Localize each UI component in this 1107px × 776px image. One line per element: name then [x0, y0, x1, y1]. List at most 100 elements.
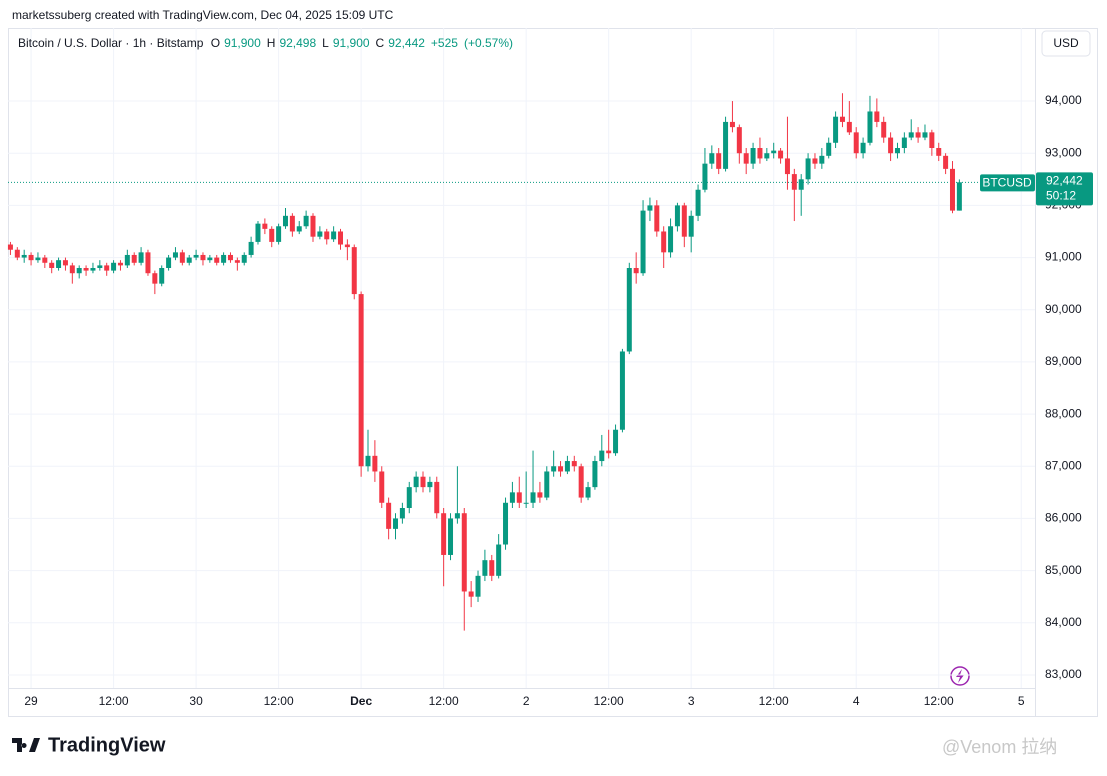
candle-body [922, 132, 928, 138]
candle-body [21, 254, 27, 258]
candle-body [791, 174, 797, 190]
candle-body [874, 111, 880, 122]
candle-body [454, 513, 460, 519]
x-tick-label: Dec [350, 694, 372, 708]
x-tick-label: 12:00 [99, 694, 129, 708]
candle-body [805, 158, 811, 180]
x-tick-label: 3 [688, 694, 695, 708]
candle-body [640, 210, 646, 274]
y-tick-label: 86,000 [1045, 511, 1082, 525]
price-tag-bg [1036, 172, 1093, 206]
candle-body [97, 265, 103, 268]
symbol-tag: BTCUSD [982, 176, 1032, 190]
candle-body [482, 560, 488, 576]
x-tick-label: 2 [523, 694, 530, 708]
candle-body [853, 132, 859, 154]
change-pct: (+0.57%) [463, 36, 513, 50]
candle-body [35, 257, 41, 261]
candle-body [943, 155, 949, 169]
candle-body [214, 257, 220, 263]
symbol: Bitcoin / U.S. Dollar · 1h · Bitstamp [18, 36, 204, 50]
candle-body [241, 254, 247, 263]
candle-body [296, 226, 302, 232]
candle-body [530, 492, 536, 503]
candle-body [668, 226, 674, 253]
candle-body [757, 148, 763, 159]
candle-body [544, 471, 550, 498]
candle-body [475, 575, 481, 597]
x-tick-label: 12:00 [924, 694, 954, 708]
y-tick-label: 83,000 [1045, 667, 1082, 681]
candle-body [248, 241, 254, 255]
candle-body [736, 127, 742, 154]
candle-body [83, 268, 89, 271]
candle-body [578, 466, 584, 498]
candle-body [262, 223, 268, 229]
candle-body [317, 231, 323, 237]
candle-body [936, 148, 942, 156]
candle-body [867, 111, 873, 143]
candle-body [812, 158, 818, 164]
ohlc-key: H [266, 36, 276, 50]
logo [12, 738, 40, 752]
ohlc-key: C [375, 36, 385, 50]
candle-body [729, 121, 735, 128]
candle-body [503, 502, 509, 545]
candle-body [351, 247, 357, 295]
currency-button[interactable] [1041, 30, 1091, 57]
candle-body [69, 265, 75, 274]
candle-body [344, 244, 350, 248]
x-tick-label: 12:00 [594, 694, 624, 708]
x-tick-label: 12:00 [759, 694, 789, 708]
ohlc-key: O [210, 36, 221, 50]
lightning-icon[interactable] [950, 666, 970, 686]
candle-body [289, 215, 295, 232]
candle-body [908, 132, 914, 138]
watermark: @Venom 拉纳 [942, 737, 1057, 757]
ohlc-value: 91,900 [332, 36, 370, 50]
candle-body [585, 487, 591, 498]
candle-body [227, 254, 233, 261]
candle-body [571, 461, 577, 467]
y-tick-label: 91,000 [1045, 250, 1082, 264]
candle-body [337, 231, 343, 245]
candle-body [269, 228, 275, 242]
candle-body [166, 257, 172, 268]
candle-body [894, 148, 900, 154]
lightning-bolt [956, 669, 964, 683]
x-tick-label: 12:00 [264, 694, 294, 708]
x-tick-label: 29 [24, 694, 38, 708]
candle-body [613, 429, 619, 454]
candle-body [145, 252, 151, 274]
candle-body [674, 205, 680, 227]
x-tick-label: 4 [853, 694, 860, 708]
candle-body [448, 518, 454, 555]
candle-body [764, 153, 770, 159]
candle-body [413, 476, 419, 488]
candle-body [42, 257, 48, 263]
candle-body [654, 205, 660, 232]
candle-body [743, 153, 749, 164]
candle-body [186, 257, 192, 263]
candle-body [179, 252, 185, 263]
candle-body [276, 226, 282, 242]
candle-body [434, 481, 440, 514]
candle-body [723, 121, 729, 169]
candle-body [839, 116, 845, 122]
candle-body [695, 189, 701, 216]
candle-body [28, 254, 34, 261]
candle-body [152, 273, 158, 284]
currency-label[interactable]: USD [1053, 36, 1079, 50]
candle-body [564, 461, 570, 472]
ohlc-value: 92,498 [279, 36, 317, 50]
change: +525 [430, 36, 458, 50]
logo-text: TradingView [48, 734, 166, 756]
candle-body [846, 121, 852, 133]
candle-body [372, 455, 378, 472]
candle-body [537, 492, 543, 498]
x-tick-label: 5 [1018, 694, 1025, 708]
candle-body [819, 155, 825, 164]
candle-body [76, 268, 82, 274]
candle-body [956, 182, 962, 211]
